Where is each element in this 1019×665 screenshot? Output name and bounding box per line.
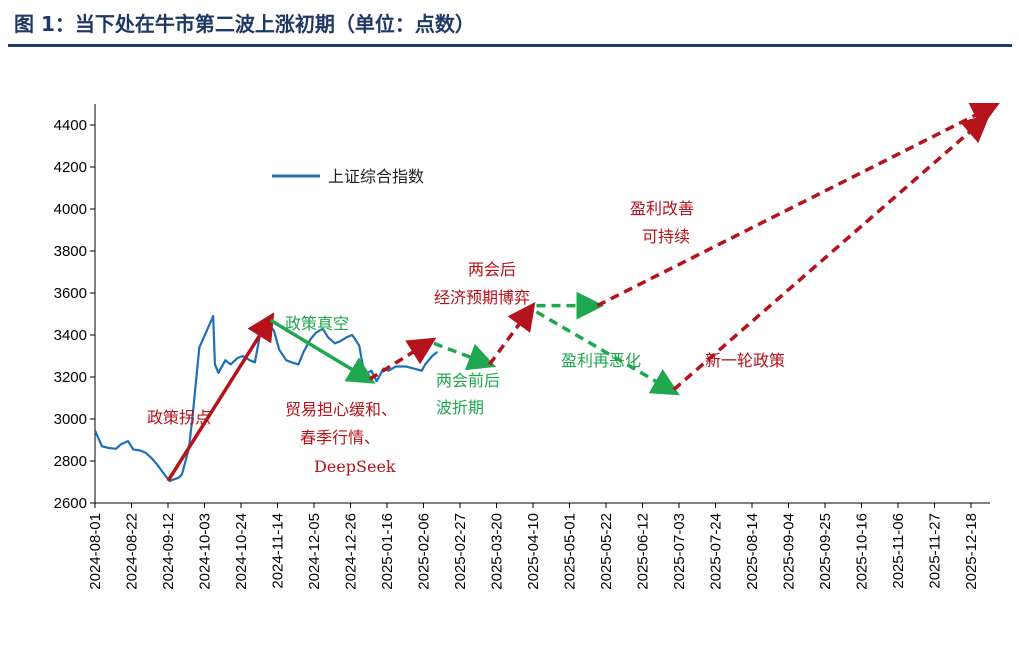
annotation-after-two-sessions: 两会后 <box>468 260 516 279</box>
x-tick-label: 2025-09-04 <box>781 513 798 590</box>
chart-title-bar: 图 1：当下处在牛市第二波上涨初期（单位：点数） <box>0 0 1019 47</box>
arrows-group <box>166 102 1000 482</box>
y-tick-label: 4000 <box>54 201 87 218</box>
title-divider <box>8 44 1012 47</box>
y-tick-label: 3800 <box>54 243 87 260</box>
annotation-sustainable: 可持续 <box>642 227 690 246</box>
y-tick-label: 2800 <box>54 453 87 470</box>
annotation-policy-vacuum: 政策真空 <box>285 314 349 333</box>
x-tick-label: 2024-12-26 <box>343 513 360 590</box>
y-tick-label: 3000 <box>54 411 87 428</box>
trend-arrow-green-2 <box>269 318 376 384</box>
x-tick-label: 2025-03-20 <box>489 513 506 590</box>
x-tick-label: 2025-10-16 <box>854 513 871 590</box>
annotation-new-policy: 新一轮政策 <box>705 351 785 370</box>
annotation-deepseek: DeepSeek <box>314 457 396 476</box>
trend-arrow-green-4 <box>433 341 497 371</box>
y-tick-label: 3200 <box>54 369 87 386</box>
x-tick-label: 2024-12-05 <box>306 513 323 590</box>
x-tick-label: 2025-04-10 <box>525 513 542 590</box>
annotation-earnings-worsen: 盈利再恶化 <box>561 351 641 370</box>
axes-group: 2600 2800 3000 3200 3400 3600 3800 4000 4200 4400… <box>54 104 990 590</box>
x-tick-label: 2025-06-12 <box>635 513 652 590</box>
annotations: 政策拐点 政策真空 贸易担心缓和、 春季行情、 DeepSeek 两会前后 波折… <box>147 199 785 476</box>
x-tick-label: 2025-07-24 <box>708 513 725 590</box>
x-tick-label: 2025-01-16 <box>379 513 396 590</box>
x-tick-label: 2024-08-01 <box>87 513 104 590</box>
x-tick-label: 2025-11-27 <box>927 513 944 589</box>
trend-arrow-red-9 <box>672 114 991 391</box>
trend-arrow-red-3 <box>368 337 437 381</box>
x-tick-label: 2025-02-27 <box>452 513 469 590</box>
annotation-earnings-improve: 盈利改善 <box>630 199 694 218</box>
trend-arrow-red-5 <box>488 302 536 366</box>
chart-title: 图 1：当下处在牛市第二波上涨初期（单位：点数） <box>14 12 475 36</box>
y-tick-label: 3600 <box>54 285 87 302</box>
y-tick-label: 4200 <box>54 159 87 176</box>
annotation-two-sessions-around: 两会前后 <box>436 371 500 390</box>
x-tick-label: 2025-07-03 <box>671 513 688 590</box>
x-tick-label: 2025-11-06 <box>890 513 907 589</box>
legend: 上证综合指数 <box>272 167 424 186</box>
x-tick-label: 2024-08-22 <box>124 513 141 590</box>
y-tick-label: 4400 <box>54 117 87 134</box>
annotation-volatile-period: 波折期 <box>436 398 484 417</box>
x-tick-label: 2024-09-12 <box>160 513 177 590</box>
annotation-economic-expectation: 经济预期博弈 <box>434 288 530 307</box>
annotation-spring-rally: 春季行情、 <box>300 428 380 447</box>
x-tick-label: 2025-08-14 <box>744 513 761 590</box>
trend-arrow-red-1 <box>166 312 275 482</box>
annotation-policy-turn: 政策拐点 <box>147 408 211 427</box>
legend-label-index: 上证综合指数 <box>328 167 424 186</box>
x-tick-label: 2024-11-14 <box>270 513 287 589</box>
y-tick-label: 2600 <box>54 495 87 512</box>
x-tick-label: 2024-10-24 <box>233 513 250 590</box>
x-tick-label: 2025-02-06 <box>416 513 433 590</box>
x-tick-label: 2025-12-18 <box>963 513 980 590</box>
trend-arrow-green-8 <box>535 310 680 396</box>
x-tick-label: 2025-05-22 <box>598 513 615 590</box>
y-tick-label: 3400 <box>54 327 87 344</box>
x-tick-label: 2025-05-01 <box>562 513 579 590</box>
x-tick-label: 2025-09-25 <box>817 513 834 590</box>
x-tick-label: 2024-10-03 <box>197 513 214 590</box>
annotation-trade-easing: 贸易担心缓和、 <box>285 400 397 419</box>
